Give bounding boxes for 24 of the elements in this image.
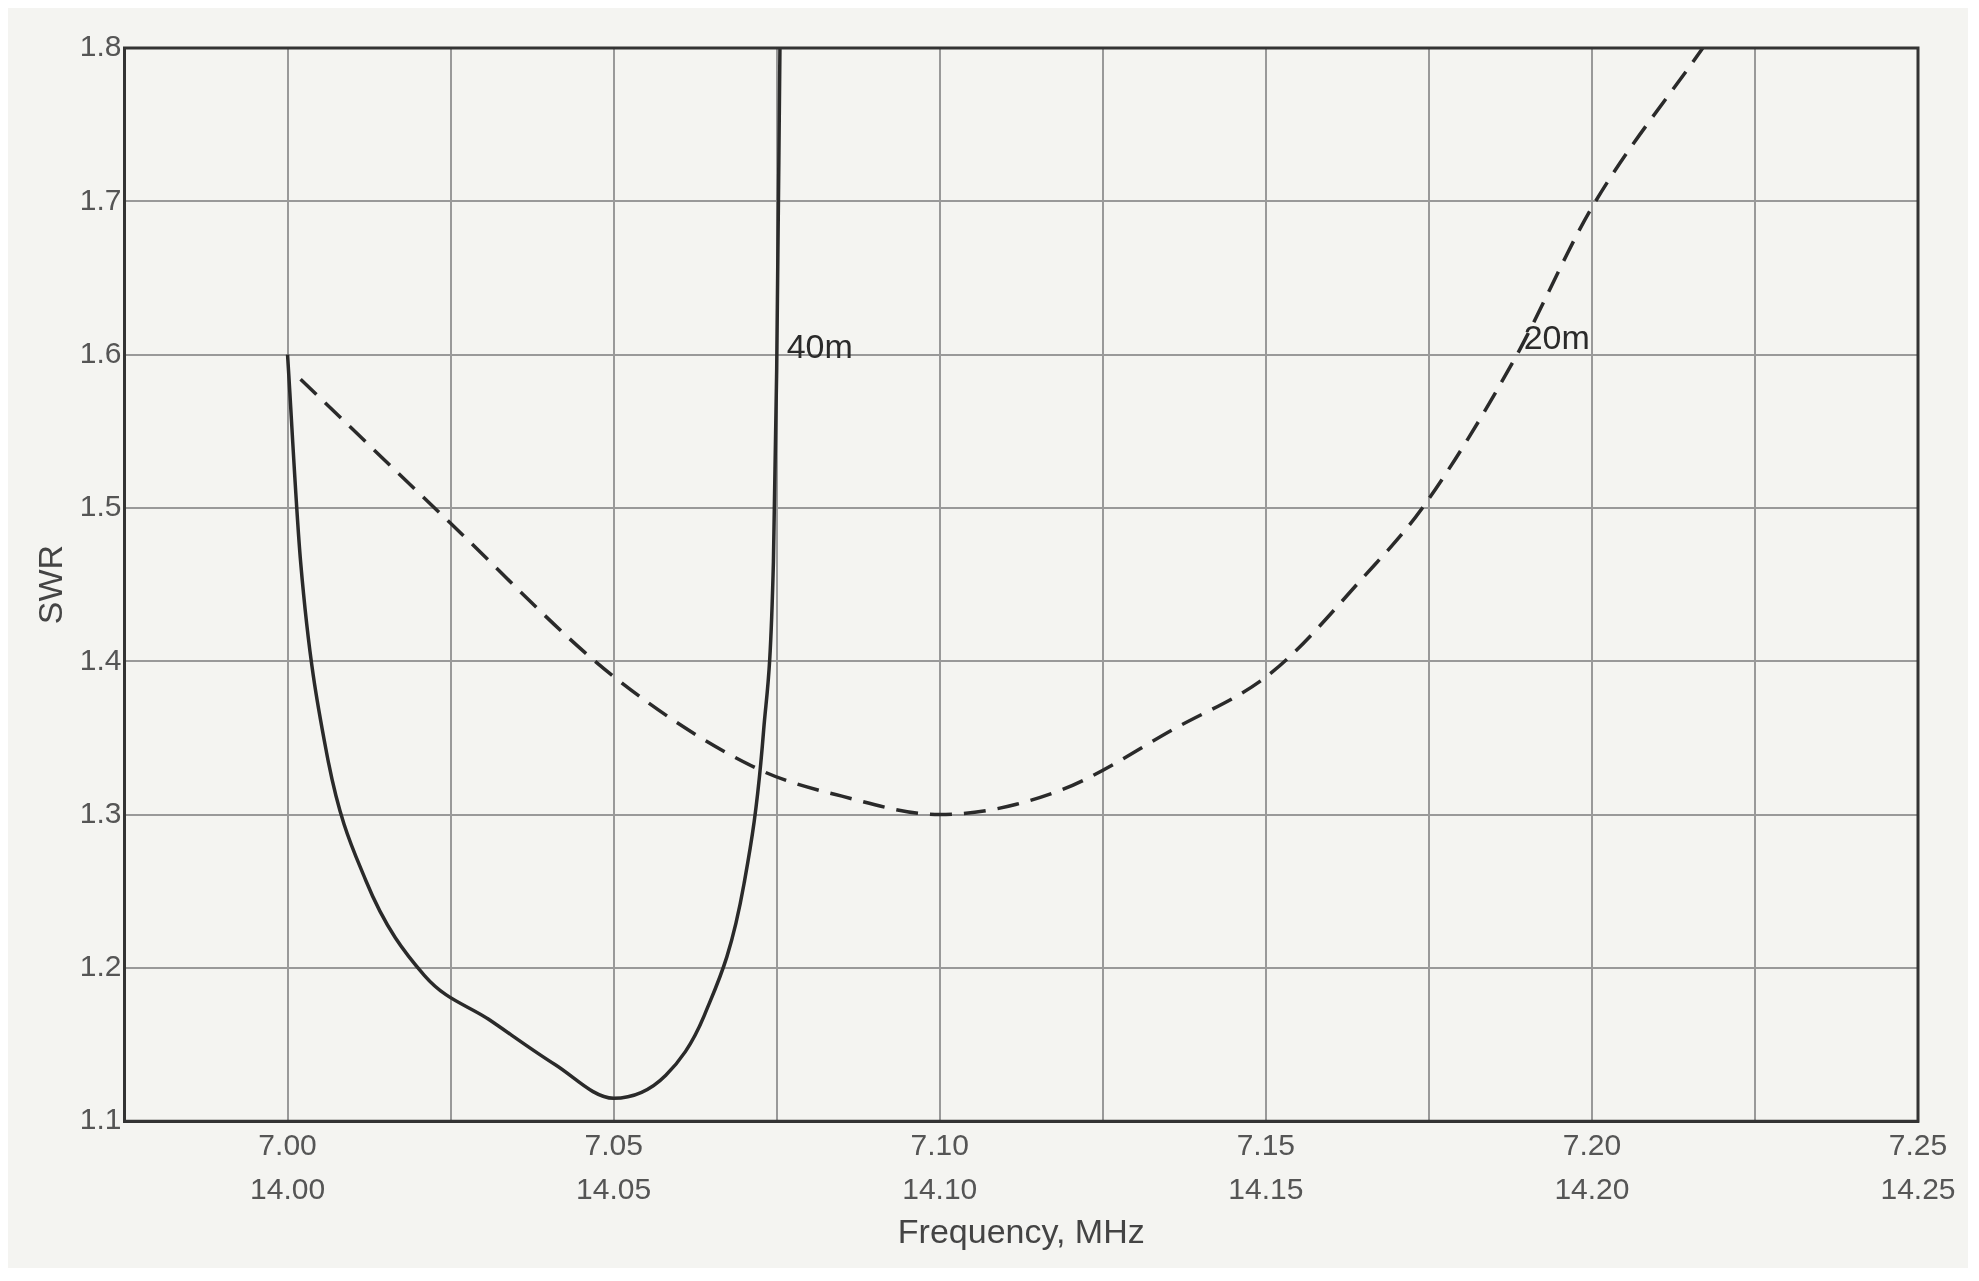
x-tick-label: 7.00 bbox=[258, 1128, 317, 1162]
x-tick-label: 7.20 bbox=[1562, 1128, 1622, 1162]
x-axis-title: Frequency, MHz bbox=[897, 1211, 1145, 1250]
y-tick-label: 1.2 bbox=[79, 949, 122, 983]
y-tick-label: 1.5 bbox=[79, 489, 122, 523]
x2-tick-label: 14.00 bbox=[250, 1172, 326, 1206]
y-tick-label: 1.6 bbox=[79, 335, 122, 369]
x2-tick-label: 14.25 bbox=[1880, 1172, 1956, 1206]
x2-tick-label: 14.15 bbox=[1228, 1172, 1304, 1206]
x-tick-label: 7.05 bbox=[584, 1128, 643, 1162]
x2-tick-label: 14.20 bbox=[1554, 1172, 1630, 1206]
y-axis-title: SWR bbox=[30, 544, 69, 625]
x-tick-label: 7.25 bbox=[1888, 1128, 1948, 1162]
y-tick-label: 1.7 bbox=[79, 182, 122, 216]
series-label: 40m bbox=[786, 327, 853, 366]
y-tick-label: 1.3 bbox=[79, 795, 122, 829]
x-tick-label: 7.15 bbox=[1236, 1128, 1296, 1162]
series-label: 20m bbox=[1523, 318, 1590, 357]
y-tick-label: 1.1 bbox=[79, 1102, 122, 1136]
x2-tick-label: 14.10 bbox=[902, 1172, 978, 1206]
x-tick-label: 7.10 bbox=[910, 1128, 969, 1162]
y-tick-label: 1.4 bbox=[79, 642, 122, 676]
x2-tick-label: 14.05 bbox=[576, 1172, 652, 1206]
y-tick-label: 1.8 bbox=[79, 29, 122, 63]
